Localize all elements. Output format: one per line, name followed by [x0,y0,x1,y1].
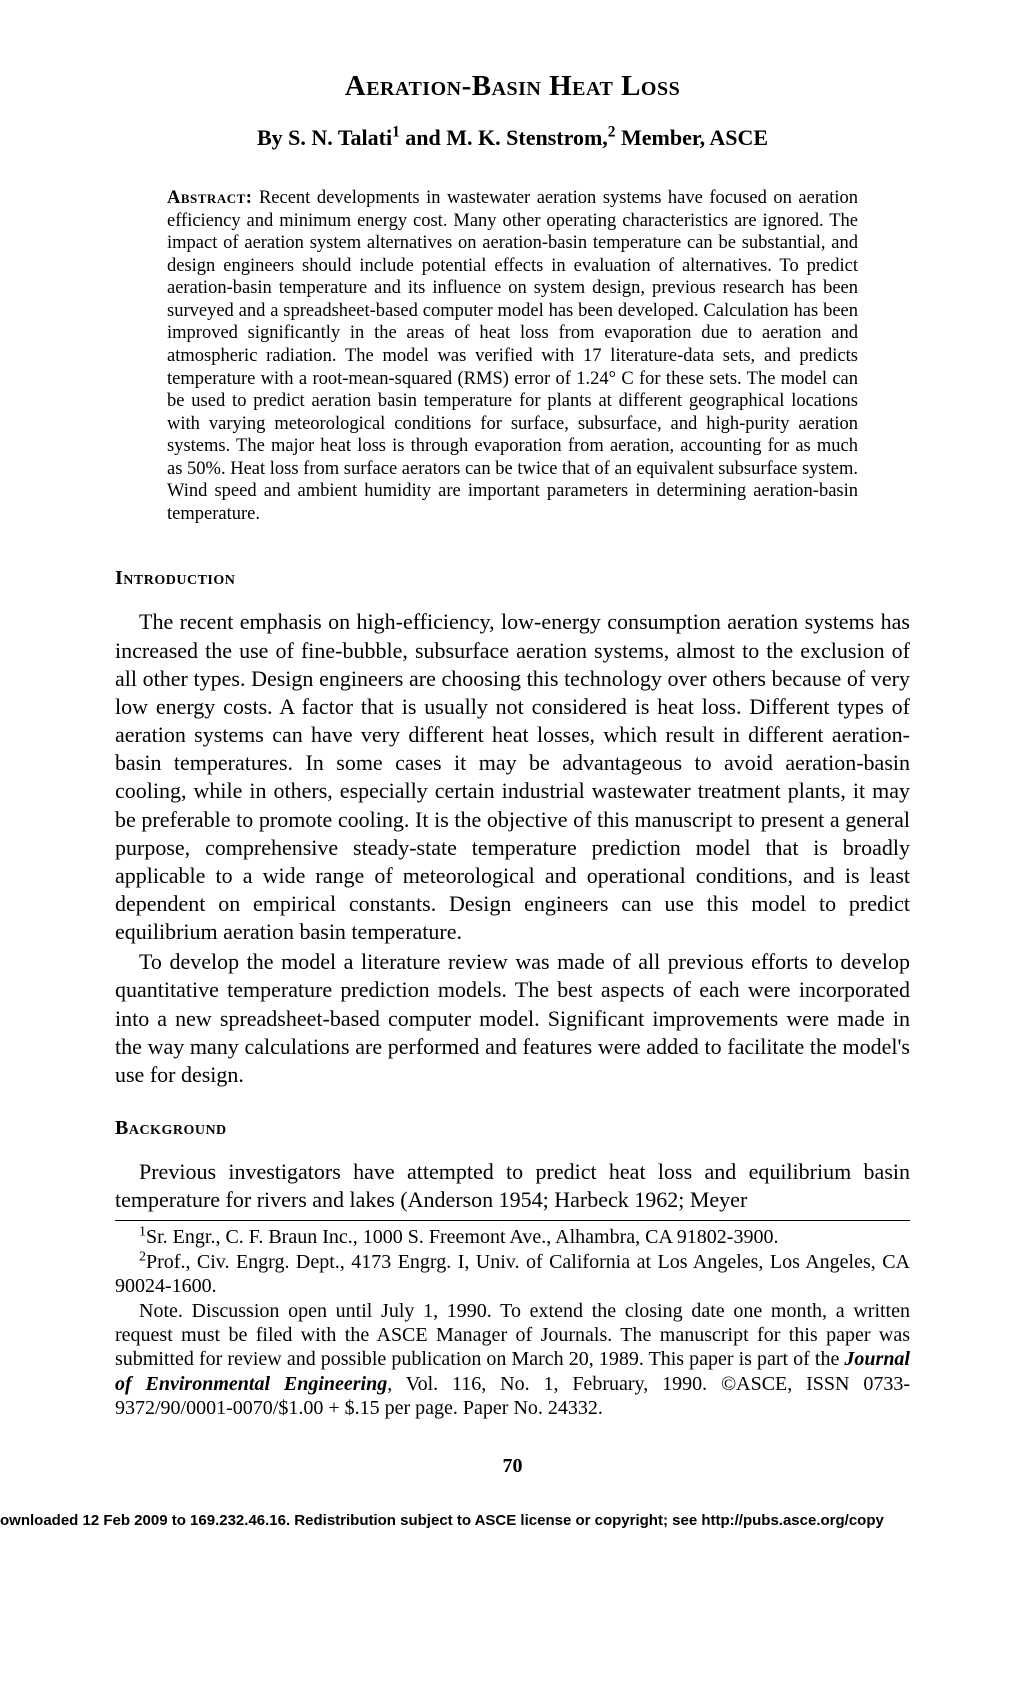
intro-para-1: The recent emphasis on high-efficiency, … [115,608,910,946]
footnote-affil-1: 1Sr. Engr., C. F. Braun Inc., 1000 S. Fr… [115,1225,910,1249]
byline-suffix: Member, ASCE [615,125,768,150]
author-1-name: S. N. Talati [288,125,392,150]
abstract-block: Abstract: Recent developments in wastewa… [167,187,858,525]
footnote-2-sup: 2 [139,1249,146,1264]
download-footer-bar: ownloaded 12 Feb 2009 to 169.232.46.16. … [0,1508,1020,1533]
footnote-note-pre: Note. Discussion open until July 1, 1990… [115,1300,910,1371]
footnote-1-sup: 1 [139,1225,146,1240]
footnotes: 1Sr. Engr., C. F. Braun Inc., 1000 S. Fr… [115,1225,910,1420]
footnote-affil-2: 2Prof., Civ. Engrg. Dept., 4173 Engrg. I… [115,1250,910,1299]
intro-para-2: To develop the model a literature review… [115,948,910,1089]
section-heading-introduction: Introduction [115,567,910,590]
footnote-rule [115,1220,910,1221]
paper-title: Aeration-Basin Heat Loss [115,70,910,103]
paper-page: Aeration-Basin Heat Loss By S. N. Talati… [0,0,1020,1508]
author-1-sup: 1 [392,124,400,141]
abstract-label: Abstract: [167,188,252,208]
byline: By S. N. Talati1 and M. K. Stenstrom,2 M… [115,125,910,151]
author-2-name: M. K. Stenstrom, [446,125,608,150]
byline-prefix: By [257,125,288,150]
page-number: 70 [115,1455,910,1478]
background-para-1: Previous investigators have attempted to… [115,1158,910,1214]
byline-and: and [405,125,446,150]
abstract-text: Recent developments in wastewater aerati… [167,188,858,524]
section-heading-background: Background [115,1117,910,1140]
footnote-2-text: Prof., Civ. Engrg. Dept., 4173 Engrg. I,… [115,1251,910,1297]
footnote-note: Note. Discussion open until July 1, 1990… [115,1299,910,1421]
footnote-1-text: Sr. Engr., C. F. Braun Inc., 1000 S. Fre… [146,1226,778,1248]
